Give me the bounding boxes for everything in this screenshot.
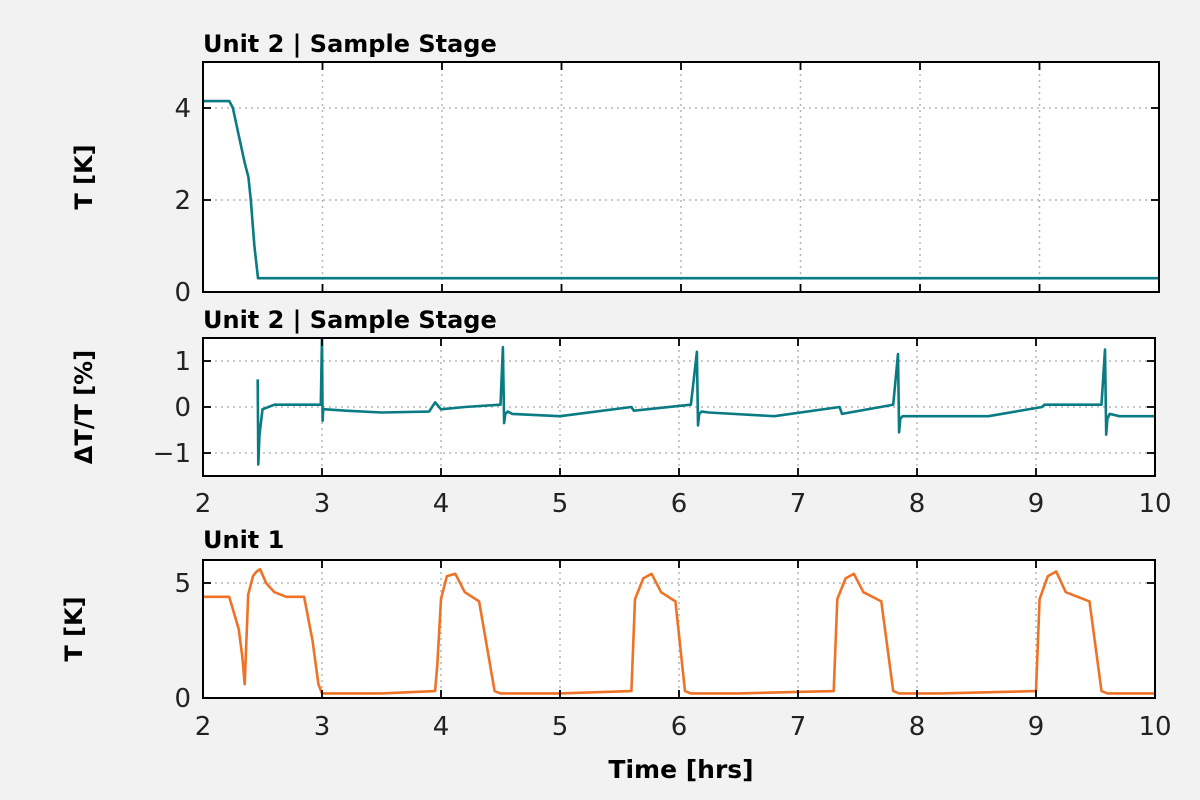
y-tick-label: −1 bbox=[153, 439, 191, 469]
y-axis-label: T [K] bbox=[60, 596, 88, 661]
x-tick-label: 8 bbox=[909, 489, 926, 519]
chart-title: Unit 2 | Sample Stage bbox=[203, 306, 497, 334]
x-tick-label: 9 bbox=[1028, 489, 1045, 519]
y-tick-label: 5 bbox=[174, 569, 191, 599]
x-tick-label: 10 bbox=[1138, 489, 1171, 519]
x-tick-label: 5 bbox=[552, 489, 569, 519]
x-tick-label: 2 bbox=[195, 489, 212, 519]
x-tick-label: 5 bbox=[552, 712, 569, 742]
chart-title: Unit 1 bbox=[203, 526, 284, 554]
chart-title: Unit 2 | Sample Stage bbox=[203, 30, 497, 58]
y-axis-label: ΔT/T [%] bbox=[70, 350, 98, 464]
chart-panel-1: 0 2 4 Unit 2 | Sample Stage T [K] bbox=[70, 30, 1160, 308]
y-tick-label: 1 bbox=[174, 347, 191, 377]
chart-panel-2: −1 0 1 2 3 4 5 6 7 8 9 10 Unit 2 | Sample Stage ΔT/T … bbox=[70, 306, 1172, 519]
x-tick-label: 7 bbox=[790, 489, 807, 519]
y-tick-label: 4 bbox=[174, 94, 191, 124]
x-tick-label: 4 bbox=[433, 489, 450, 519]
x-tick-label: 8 bbox=[909, 712, 926, 742]
x-tick-label: 2 bbox=[195, 712, 212, 742]
x-tick-label: 9 bbox=[1028, 712, 1045, 742]
y-tick-label: 0 bbox=[174, 393, 191, 423]
x-tick-label: 7 bbox=[790, 712, 807, 742]
x-tick-label: 4 bbox=[433, 712, 450, 742]
x-tick-label: 3 bbox=[314, 489, 331, 519]
y-tick-label: 0 bbox=[174, 684, 191, 714]
series-line-1 bbox=[256, 338, 1155, 466]
x-tick-label: 6 bbox=[671, 712, 688, 742]
y-tick-label: 2 bbox=[174, 186, 191, 216]
y-axis-label: T [K] bbox=[70, 144, 98, 209]
x-tick-label: 6 bbox=[671, 489, 688, 519]
x-axis-label: Time [hrs] bbox=[608, 755, 753, 784]
chart-panel-3: 0 5 2 3 4 5 6 7 8 9 10 Unit 1 T [K] Time [hrs] bbox=[60, 526, 1172, 784]
y-tick-label: 0 bbox=[174, 278, 191, 308]
x-tick-label: 3 bbox=[314, 712, 331, 742]
series-line-1 bbox=[203, 99, 1159, 280]
x-tick-label: 10 bbox=[1138, 712, 1171, 742]
